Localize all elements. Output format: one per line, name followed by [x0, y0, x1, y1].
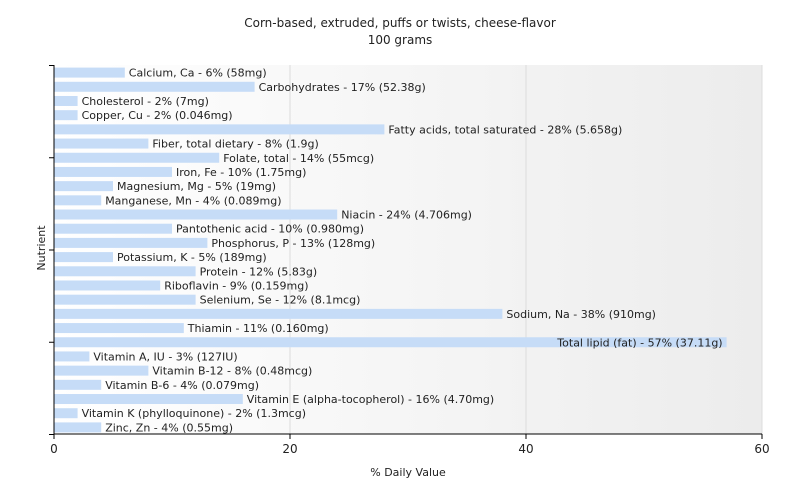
bar [54, 166, 172, 177]
bar [54, 110, 78, 121]
bar [54, 422, 102, 433]
bar-label: Zinc, Zn - 4% (0.55mg) [105, 421, 233, 434]
bar [54, 408, 78, 419]
x-tick-label: 0 [50, 442, 58, 456]
bars: Calcium, Ca - 6% (58mg)Carbohydrates - 1… [54, 67, 727, 434]
axes [49, 65, 762, 435]
bar [54, 280, 161, 291]
bar [54, 81, 255, 92]
bar-label: Thiamin - 11% (0.160mg) [187, 322, 329, 335]
bar [54, 152, 220, 163]
bar-label: Fatty acids, total saturated - 28% (5.65… [388, 123, 622, 136]
x-tick-label: 20 [282, 442, 297, 456]
bar [54, 209, 338, 220]
bar [54, 394, 243, 405]
bar-label: Vitamin B-12 - 8% (0.48mcg) [152, 365, 312, 378]
bar-label: Cholesterol - 2% (7mg) [82, 95, 209, 108]
bar-label: Copper, Cu - 2% (0.046mg) [82, 109, 233, 122]
bar [54, 379, 102, 390]
bar-label: Carbohydrates - 17% (52.38g) [259, 81, 426, 94]
bar-label: Vitamin B-6 - 4% (0.079mg) [105, 379, 259, 392]
bar [54, 138, 149, 149]
bar [54, 365, 149, 376]
bar-label: Riboflavin - 9% (0.159mg) [164, 279, 308, 292]
bar-label: Pantothenic acid - 10% (0.980mg) [176, 223, 364, 236]
bar-label: Protein - 12% (5.83g) [200, 265, 318, 278]
bar-label: Calcium, Ca - 6% (58mg) [129, 67, 267, 80]
x-tick-label: 40 [518, 442, 533, 456]
bar-label: Manganese, Mn - 4% (0.089mg) [105, 194, 281, 207]
chart-title: Corn-based, extruded, puffs or twists, c… [244, 16, 556, 30]
bar-label: Iron, Fe - 10% (1.75mg) [176, 166, 306, 179]
bar-label: Vitamin K (phylloquinone) - 2% (1.3mcg) [82, 407, 306, 420]
bar-label: Magnesium, Mg - 5% (19mg) [117, 180, 276, 193]
bar [54, 337, 727, 348]
bar-label: Fiber, total dietary - 8% (1.9g) [152, 138, 318, 151]
bar [54, 237, 208, 248]
bar-label: Sodium, Na - 38% (910mg) [506, 308, 656, 321]
bar [54, 223, 172, 234]
bar-label: Vitamin E (alpha-tocopherol) - 16% (4.70… [247, 393, 494, 406]
bar-label: Potassium, K - 5% (189mg) [117, 251, 267, 264]
x-ticks: 0 20 40 60 [50, 434, 770, 456]
bar-label: Phosphorus, P - 13% (128mg) [211, 237, 375, 250]
bar [54, 252, 113, 263]
bar [54, 195, 102, 206]
bar [54, 124, 385, 135]
bar [54, 294, 196, 305]
bar [54, 266, 196, 277]
chart-subtitle: 100 grams [368, 33, 433, 47]
x-axis-title: % Daily Value [370, 466, 446, 479]
bar [54, 323, 184, 334]
bar [54, 95, 78, 106]
bar [54, 308, 503, 319]
bar [54, 67, 125, 78]
y-axis-title: Nutrient [35, 225, 48, 271]
bar-label: Niacin - 24% (4.706mg) [341, 209, 472, 222]
bar-label: Folate, total - 14% (55mcg) [223, 152, 374, 165]
bar [54, 351, 90, 362]
bar-label: Total lipid (fat) - 57% (37.11g) [556, 336, 722, 349]
bar [54, 181, 113, 192]
bar-label: Vitamin A, IU - 3% (127IU) [93, 350, 237, 363]
bar-label: Selenium, Se - 12% (8.1mcg) [200, 294, 361, 307]
x-tick-label: 60 [754, 442, 769, 456]
